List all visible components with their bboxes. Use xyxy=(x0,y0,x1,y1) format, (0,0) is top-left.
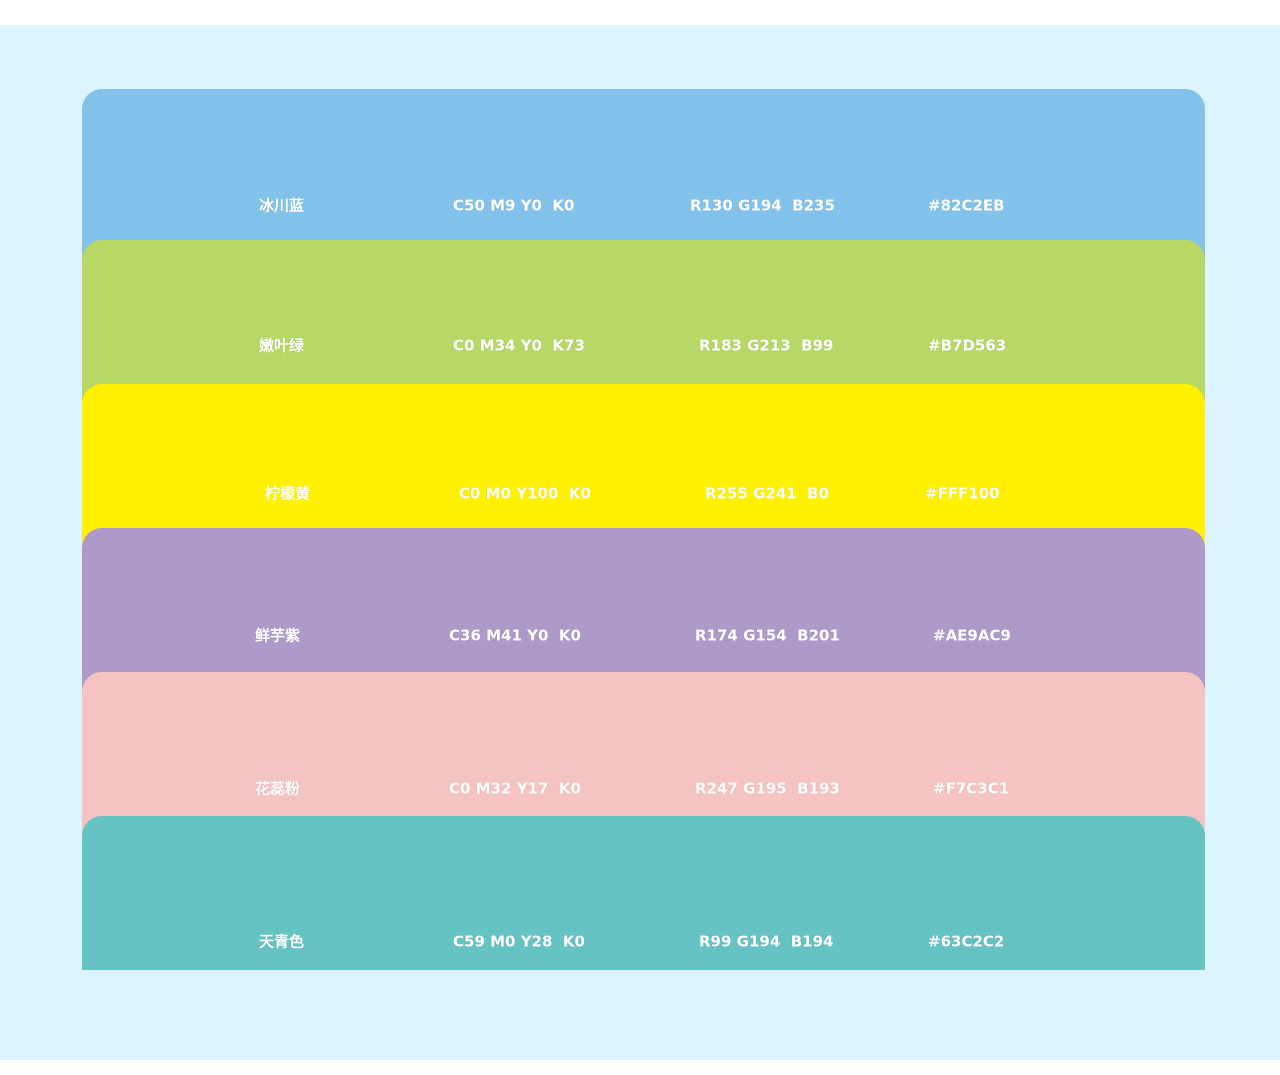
color-swatch: 冰川蓝 C50 M9 Y0 K0 R130 G194 B235 #82C2EB xyxy=(82,89,1205,269)
swatch-hex: #82C2EB xyxy=(928,196,1005,215)
swatch-name: 柠檬黄 xyxy=(265,484,311,503)
swatch-rgb: R130 G194 B235 xyxy=(690,196,835,215)
swatch-name: 冰川蓝 xyxy=(259,196,305,215)
swatch-rgb: R174 G154 B201 xyxy=(695,626,840,645)
swatch-cmyk: C59 M0 Y28 K0 xyxy=(453,932,585,951)
swatch-cmyk: C0 M32 Y17 K0 xyxy=(449,779,581,798)
swatch-rgb: R183 G213 B99 xyxy=(699,336,834,355)
swatch-cmyk: C0 M34 Y0 K73 xyxy=(453,336,585,355)
swatch-rgb: R99 G194 B194 xyxy=(699,932,834,951)
swatch-hex: #63C2C2 xyxy=(928,932,1005,951)
swatch-name: 嫩叶绿 xyxy=(259,336,305,355)
swatch-cmyk: C0 M0 Y100 K0 xyxy=(459,484,591,503)
swatch-name: 鲜芋紫 xyxy=(255,626,301,645)
swatch-hex: #F7C3C1 xyxy=(933,779,1010,798)
swatch-name: 花蕊粉 xyxy=(255,779,301,798)
swatch-hex: #FFF100 xyxy=(925,484,1000,503)
swatch-name: 天青色 xyxy=(259,932,305,951)
swatch-rgb: R247 G195 B193 xyxy=(695,779,840,798)
swatch-hex: #AE9AC9 xyxy=(933,626,1011,645)
swatch-cmyk: C36 M41 Y0 K0 xyxy=(449,626,581,645)
swatch-cmyk: C50 M9 Y0 K0 xyxy=(453,196,575,215)
swatch-hex: #B7D563 xyxy=(928,336,1007,355)
color-swatch: 天青色 C59 M0 Y28 K0 R99 G194 B194 #63C2C2 xyxy=(82,816,1205,970)
swatch-rgb: R255 G241 B0 xyxy=(705,484,830,503)
